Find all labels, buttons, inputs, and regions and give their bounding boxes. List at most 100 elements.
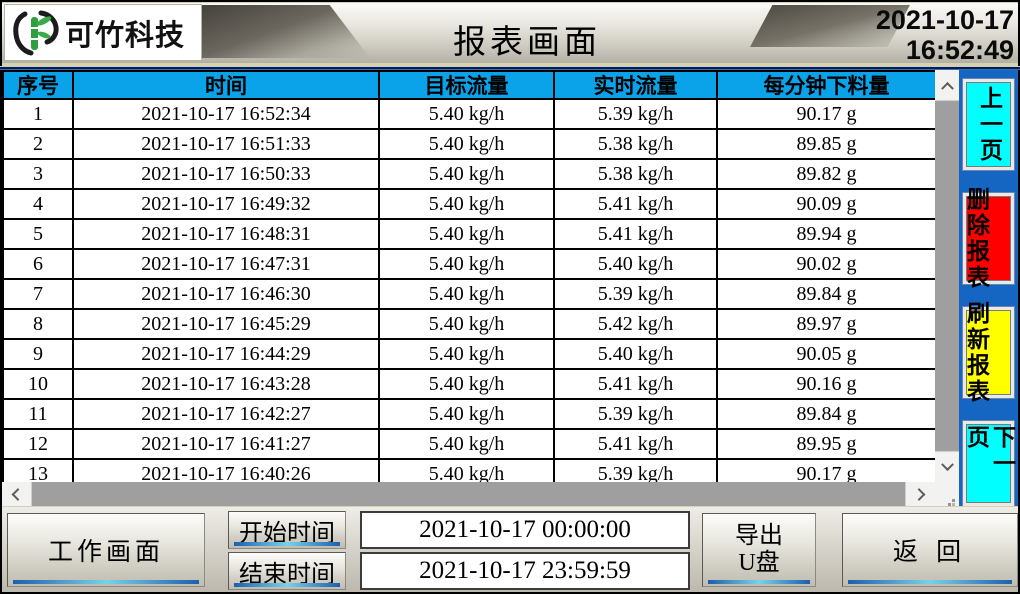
time-text: 16:52:49: [905, 35, 1014, 65]
table-cell: 4: [4, 190, 74, 218]
start-time-field[interactable]: 2021-10-17 00:00:00: [360, 511, 690, 549]
table-row[interactable]: 1 2021-10-17 16:52:34 5.40 kg/h 5.39 kg/h 90…: [4, 100, 935, 130]
table-cell: 5.39 kg/h: [555, 280, 718, 308]
table-cell: 9: [4, 340, 74, 368]
vertical-scrollbar[interactable]: [935, 70, 959, 482]
next-page-label: 下一页: [963, 425, 1015, 477]
table-cell: 2021-10-17 16:48:31: [74, 220, 380, 248]
logo-text: 可竹科技: [65, 19, 186, 52]
return-button[interactable]: 返 回: [842, 513, 1018, 587]
table-cell: 6: [4, 250, 74, 278]
table-cell: 90.17 g: [796, 102, 857, 125]
table-cell: 5.39 kg/h: [555, 100, 718, 128]
table-cell: 89.94 g: [796, 222, 857, 245]
refresh-report-label-line2: 报表: [967, 352, 990, 404]
table-row[interactable]: 13 2021-10-17 16:40:26 5.40 kg/h 5.39 kg/h 9…: [4, 460, 935, 482]
table-cell: 3: [4, 160, 74, 188]
table-cell: 2021-10-17 16:51:33: [74, 130, 380, 158]
table-cell: 90.09 g: [796, 192, 857, 215]
end-time-field[interactable]: 2021-10-17 23:59:59: [360, 552, 690, 590]
scrollbar-corner-resize-grip[interactable]: [935, 482, 959, 506]
table-cell: 5.40 kg/h: [380, 100, 555, 128]
table-cell: 5.40 kg/h: [380, 310, 555, 338]
refresh-report-button[interactable]: 刷新 报表: [962, 301, 1015, 404]
chevron-down-icon: [940, 457, 954, 471]
table-row[interactable]: 8 2021-10-17 16:45:29 5.40 kg/h 5.42 kg/h 89…: [4, 310, 935, 340]
table-cell: 5.40 kg/h: [555, 340, 718, 368]
table-cell: 89.82 g: [796, 162, 857, 185]
table-cell: 5.40 kg/h: [380, 400, 555, 428]
table-cell: 5.38 kg/h: [555, 160, 718, 188]
logo-bamboo-icon: [13, 10, 59, 55]
export-usb-button[interactable]: 导出 U盘: [702, 513, 816, 587]
table-cell: 5.38 kg/h: [555, 130, 718, 158]
previous-page-button[interactable]: 上一页: [962, 78, 1015, 171]
table-cell: 5.41 kg/h: [555, 430, 718, 458]
delete-report-button[interactable]: 删除 报表: [962, 187, 1015, 290]
table-cell: 10: [4, 370, 74, 398]
datetime-display: 2021-10-17 16:52:49: [876, 5, 1014, 65]
table-cell: 5.39 kg/h: [555, 400, 718, 428]
table-cell: 5.40 kg/h: [380, 190, 555, 218]
chevron-right-icon: [912, 487, 926, 501]
table-row[interactable]: 9 2021-10-17 16:44:29 5.40 kg/h 5.40 kg/h 90…: [4, 340, 935, 370]
table-cell: 12: [4, 430, 74, 458]
table-row[interactable]: 3 2021-10-17 16:50:33 5.40 kg/h 5.38 kg/h 89…: [4, 160, 935, 190]
table-cell: 90.16 g: [796, 372, 857, 395]
page-title: 报表画面: [453, 25, 601, 61]
scroll-left-button[interactable]: [2, 482, 32, 506]
logo: 可竹科技: [4, 4, 202, 61]
table-cell: 90.05 g: [796, 342, 857, 365]
resize-grip-icon: [952, 499, 955, 502]
table-cell: 5.40 kg/h: [380, 130, 555, 158]
table-cell: 5.41 kg/h: [555, 370, 718, 398]
date-text: 2021-10-17: [875, 5, 1014, 35]
table-cell: 13: [4, 460, 74, 482]
table-cell: 2021-10-17 16:41:27: [74, 430, 380, 458]
export-usb-label-line1: 导出: [735, 523, 783, 549]
table-row[interactable]: 2 2021-10-17 16:51:33 5.40 kg/h 5.38 kg/h 89…: [4, 130, 935, 160]
export-usb-label-line2: U盘: [738, 550, 780, 576]
table-cell: 5.40 kg/h: [380, 430, 555, 458]
table-row[interactable]: 4 2021-10-17 16:49:32 5.40 kg/h 5.41 kg/h 90…: [4, 190, 935, 220]
next-page-button[interactable]: 下一页: [962, 420, 1015, 507]
table-row[interactable]: 5 2021-10-17 16:48:31 5.40 kg/h 5.41 kg/h 89…: [4, 220, 935, 250]
table-cell: 5.40 kg/h: [380, 340, 555, 368]
table-cell: 2021-10-17 16:45:29: [74, 310, 380, 338]
table-cell: 5.41 kg/h: [555, 190, 718, 218]
header-decoration-left: [202, 5, 370, 58]
table-cell: 2021-10-17 16:46:30: [74, 280, 380, 308]
scroll-right-button[interactable]: [905, 482, 935, 506]
column-header-target-flow: 目标流量: [380, 72, 555, 98]
table-row[interactable]: 11 2021-10-17 16:42:27 5.40 kg/h 5.39 kg/h 8…: [4, 400, 935, 430]
table-row[interactable]: 7 2021-10-17 16:46:30 5.40 kg/h 5.39 kg/h 89…: [4, 280, 935, 310]
table-cell: 2: [4, 130, 74, 158]
table-cell: 5.39 kg/h: [555, 460, 718, 482]
table-cell: 11: [4, 400, 74, 428]
scroll-up-button[interactable]: [935, 70, 959, 101]
delete-report-label-line1: 删除: [967, 186, 990, 238]
scroll-down-button[interactable]: [935, 451, 959, 482]
table-cell: 2021-10-17 16:40:26: [74, 460, 380, 482]
end-time-button[interactable]: 结束时间: [228, 552, 346, 590]
table-cell: 2021-10-17 16:49:32: [74, 190, 380, 218]
table-cell: 5.40 kg/h: [380, 460, 555, 482]
table-cell: 1: [4, 100, 74, 128]
table-row[interactable]: 6 2021-10-17 16:47:31 5.40 kg/h 5.40 kg/h 90…: [4, 250, 935, 280]
table-cell: 89.85 g: [796, 132, 857, 155]
column-header-index: 序号: [4, 72, 74, 98]
table-row[interactable]: 12 2021-10-17 16:41:27 5.40 kg/h 5.41 kg/h 8…: [4, 430, 935, 460]
table-cell: 5.40 kg/h: [555, 250, 718, 278]
chevron-up-icon: [940, 81, 954, 95]
column-header-realtime-flow: 实时流量: [555, 72, 718, 98]
previous-page-label: 上一页: [976, 85, 1002, 164]
start-time-button[interactable]: 开始时间: [228, 511, 346, 549]
chevron-left-icon: [11, 487, 25, 501]
table-cell: 5.40 kg/h: [380, 250, 555, 278]
table-cell: 89.95 g: [796, 432, 857, 455]
table-row[interactable]: 10 2021-10-17 16:43:28 5.40 kg/h 5.41 kg/h 9…: [4, 370, 935, 400]
table-cell: 2021-10-17 16:44:29: [74, 340, 380, 368]
table-body: 1 2021-10-17 16:52:34 5.40 kg/h 5.39 kg/h 90…: [4, 100, 935, 482]
horizontal-scrollbar[interactable]: [2, 482, 935, 506]
work-screen-button[interactable]: 工作画面: [7, 513, 205, 587]
